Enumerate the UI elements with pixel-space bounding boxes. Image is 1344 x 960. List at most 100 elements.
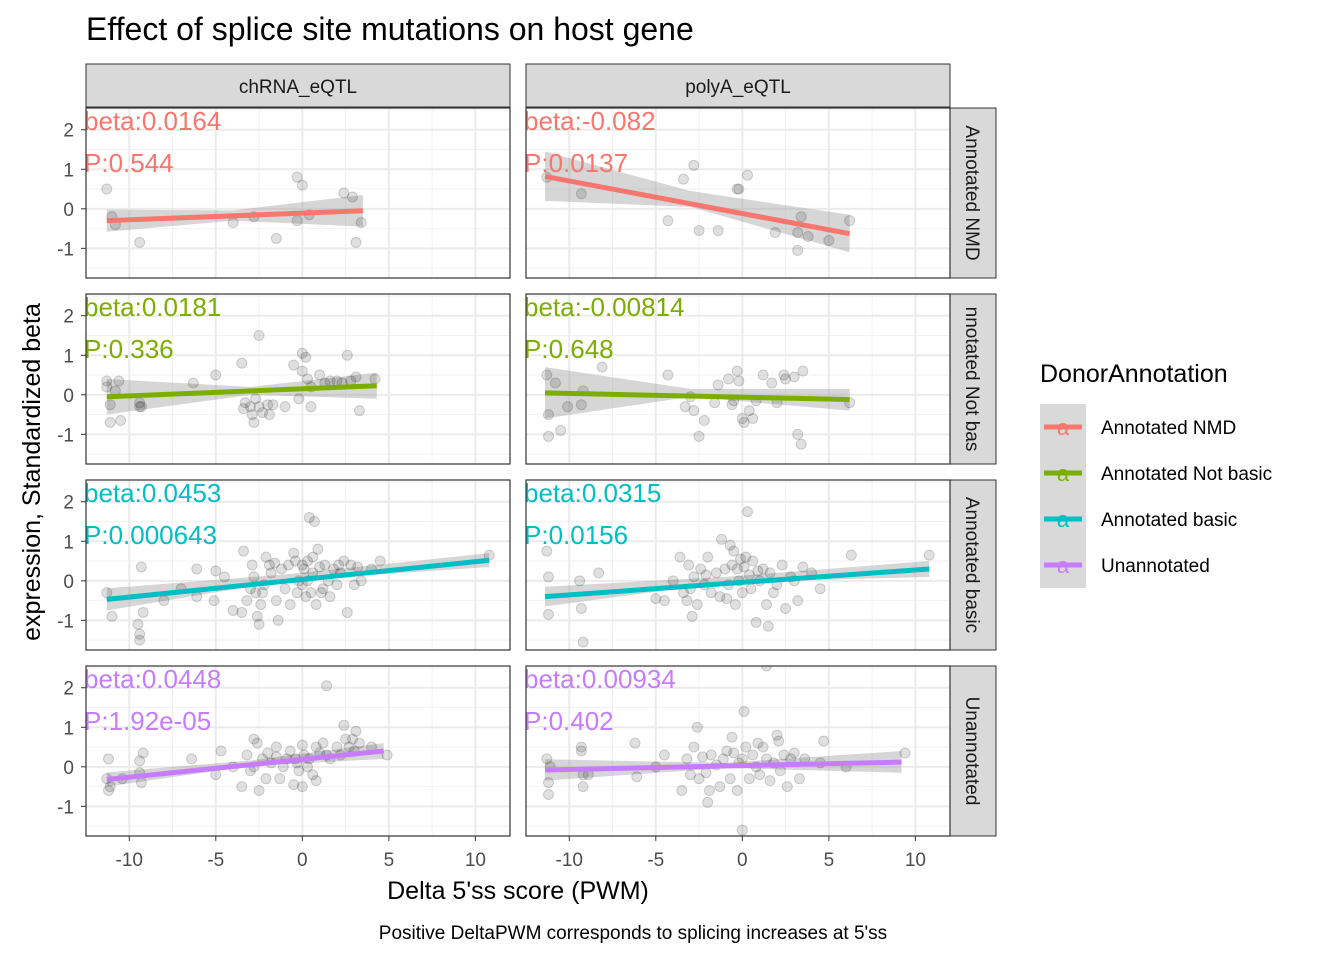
- x-axis-label: Delta 5'ss score (PWM): [387, 877, 649, 905]
- panel-background: [86, 666, 510, 836]
- data-point: [724, 773, 736, 785]
- data-point: [251, 610, 263, 622]
- data-point: [780, 602, 792, 614]
- column-strip-label: polyA_eQTL: [685, 77, 791, 98]
- panel-border: [525, 665, 951, 837]
- data-point: [296, 739, 308, 751]
- panel-border: [525, 479, 951, 651]
- data-point: [693, 225, 705, 237]
- data-point: [269, 557, 281, 569]
- data-point: [324, 375, 336, 387]
- regression-line: [544, 390, 850, 403]
- data-point: [662, 369, 674, 381]
- data-point: [700, 767, 712, 779]
- data-point: [333, 559, 345, 571]
- y-tick-label: 0: [63, 572, 74, 593]
- panel-border: [85, 293, 511, 465]
- data-point: [307, 769, 319, 781]
- data-point: [733, 183, 745, 195]
- facet-panel: beta:-0.082 P:0.0137: [524, 106, 951, 279]
- data-point: [288, 779, 300, 791]
- data-point: [338, 719, 350, 731]
- data-point: [310, 775, 322, 787]
- row-strip: [949, 293, 997, 465]
- data-point: [695, 563, 707, 575]
- data-point: [260, 773, 272, 785]
- data-point: [792, 244, 804, 256]
- beta-annotation: beta:0.0181: [84, 292, 221, 322]
- data-point: [296, 365, 308, 377]
- data-point: [541, 753, 553, 765]
- data-point: [241, 749, 253, 761]
- data-point: [676, 785, 688, 797]
- data-point: [321, 680, 333, 692]
- data-point: [688, 571, 700, 583]
- data-point: [818, 735, 830, 747]
- data-point: [705, 587, 717, 599]
- data-point: [218, 571, 230, 583]
- legend-item-label: Annotated basic: [1101, 510, 1237, 531]
- data-point: [681, 753, 693, 765]
- data-point: [265, 567, 277, 579]
- data-point: [302, 373, 314, 385]
- regression-line: [106, 748, 384, 782]
- data-point: [282, 559, 294, 571]
- data-point: [257, 407, 269, 419]
- y-axis-label: expression, Standardized beta: [18, 303, 46, 641]
- data-point: [795, 211, 807, 223]
- data-point: [270, 595, 282, 607]
- panel-border: [85, 107, 511, 279]
- data-point: [250, 393, 262, 405]
- data-point: [345, 559, 357, 571]
- p-value-annotation: P:0.648: [524, 334, 614, 364]
- data-point: [769, 227, 781, 239]
- p-value-annotation: P:0.402: [524, 706, 614, 736]
- data-point: [355, 575, 367, 587]
- data-point: [353, 405, 365, 417]
- data-point: [740, 551, 752, 563]
- data-point: [132, 618, 144, 630]
- data-point: [738, 416, 750, 428]
- data-point: [693, 430, 705, 442]
- data-point: [562, 401, 574, 413]
- data-point: [253, 330, 265, 342]
- y-tick-label: 0: [63, 386, 74, 407]
- data-point: [764, 567, 776, 579]
- panel-border: [85, 479, 511, 651]
- legend-key-glyph: a: [1057, 415, 1070, 440]
- data-point: [279, 401, 291, 413]
- data-point: [738, 561, 750, 573]
- chart-caption: Positive DeltaPWM corresponds to splicin…: [379, 923, 887, 944]
- data-point: [291, 171, 303, 183]
- data-point: [698, 415, 710, 427]
- data-point: [788, 371, 800, 383]
- legend-item-label: Unannotated: [1101, 556, 1210, 577]
- data-point: [158, 595, 170, 607]
- data-point: [795, 438, 807, 450]
- regression-line: [106, 557, 490, 602]
- data-point: [752, 565, 764, 577]
- panels-layer: chRNA_eQTL polyA_eQTL Annotated NMD nnotate…: [57, 63, 997, 871]
- data-point: [113, 375, 125, 387]
- y-tick-label: -1: [57, 797, 74, 818]
- data-point: [302, 761, 314, 773]
- data-point: [577, 636, 589, 648]
- chart-title: Effect of splice site mutations on host …: [86, 11, 694, 47]
- data-point: [246, 409, 258, 421]
- data-point: [289, 555, 301, 567]
- regression-line: [544, 759, 902, 773]
- data-point: [374, 555, 386, 567]
- panel-plot-area: [541, 361, 856, 450]
- data-point: [338, 187, 350, 199]
- facet-panel: beta:-0.00814 P:0.648: [524, 292, 951, 465]
- data-point: [210, 565, 222, 577]
- data-point: [298, 563, 310, 575]
- data-point: [135, 401, 147, 413]
- data-point: [797, 561, 809, 573]
- data-point: [923, 549, 935, 561]
- data-point: [293, 765, 305, 777]
- data-point: [248, 733, 260, 745]
- data-point: [740, 741, 752, 753]
- data-point: [340, 733, 352, 745]
